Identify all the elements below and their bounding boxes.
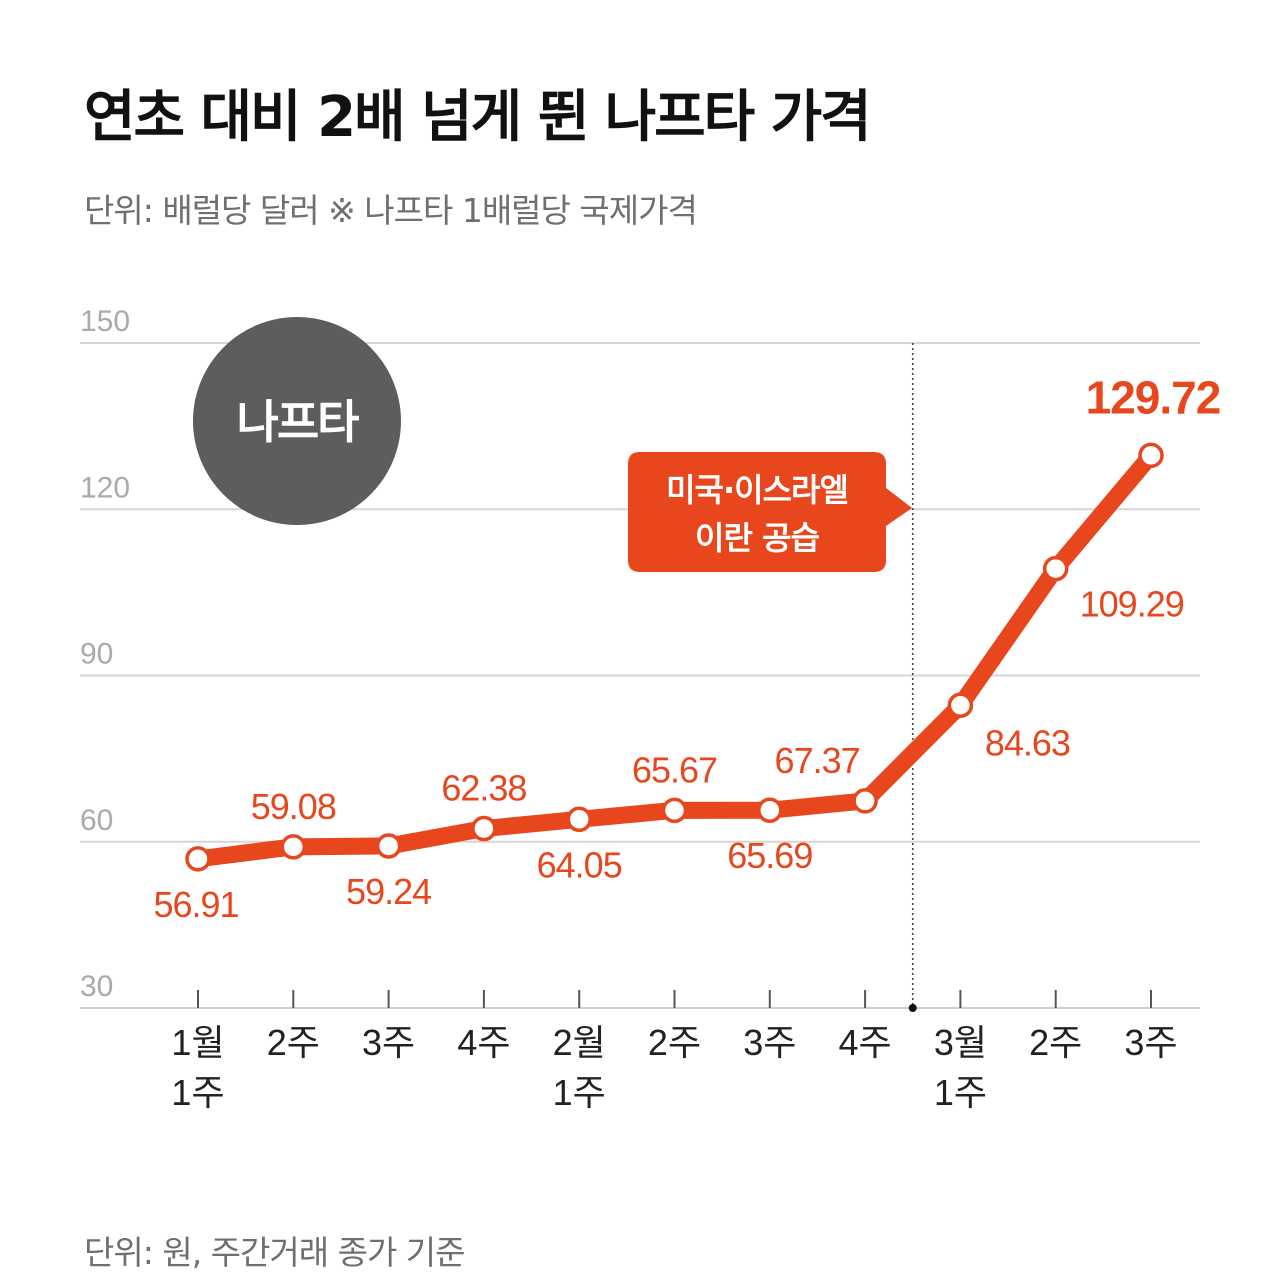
callout-layer: 미국·이스라엘 이란 공습 bbox=[628, 452, 912, 572]
data-point bbox=[1042, 555, 1069, 582]
data-label: 65.69 bbox=[727, 835, 812, 876]
data-point bbox=[566, 806, 592, 833]
y-tick-label-150: 150 bbox=[80, 305, 130, 338]
x-tick-label: 4주 bbox=[839, 1022, 892, 1063]
data-label: 59.08 bbox=[251, 786, 336, 827]
data-label: 59.24 bbox=[346, 871, 431, 912]
label-layer: 56.91 59.08 59.24 62.38 64.05 65.67 65.69 67.37… bbox=[153, 371, 1221, 925]
data-label-latest: 129.72 bbox=[1086, 371, 1221, 423]
x-tick-label: 1월 bbox=[171, 1022, 224, 1063]
chart-title: 연초 대비 2배 넘게 뛴 나프타 가격 bbox=[84, 85, 872, 150]
data-label: 67.37 bbox=[775, 740, 860, 781]
data-label: 56.91 bbox=[153, 884, 238, 925]
x-tick-label: 1주 bbox=[553, 1072, 606, 1113]
data-label: 109.29 bbox=[1080, 584, 1184, 625]
x-tick-label: 3월 bbox=[934, 1022, 987, 1063]
data-point bbox=[185, 846, 211, 872]
data-point bbox=[1138, 442, 1164, 469]
data-point bbox=[471, 815, 497, 842]
data-point bbox=[947, 692, 974, 719]
chart-subtitle: 단위: 배럴당 달러 ※ 나프타 1배럴당 국제가격 bbox=[84, 191, 698, 230]
x-tick-label: 3주 bbox=[1124, 1022, 1177, 1063]
x-tick-label: 2주 bbox=[648, 1022, 701, 1063]
data-point bbox=[661, 797, 688, 824]
naphtha-badge-label: 나프타 bbox=[237, 395, 360, 449]
x-tick-label: 4주 bbox=[457, 1022, 510, 1063]
y-tick-label-90: 90 bbox=[80, 638, 113, 671]
event-callout-box bbox=[628, 452, 912, 572]
x-tick-label: 2주 bbox=[267, 1022, 320, 1063]
data-point bbox=[280, 834, 307, 860]
event-divider-dot bbox=[908, 1004, 917, 1012]
line-layer bbox=[185, 442, 1164, 872]
data-point bbox=[375, 833, 402, 859]
badge-layer: 나프타 bbox=[193, 317, 401, 525]
x-tick-label: 1주 bbox=[171, 1072, 224, 1113]
x-tick-label: 2주 bbox=[1029, 1022, 1082, 1063]
x-tick-label: 1주 bbox=[934, 1072, 987, 1113]
x-tick-label: 3주 bbox=[743, 1022, 796, 1063]
data-label: 62.38 bbox=[441, 768, 526, 809]
x-tick-label: 3주 bbox=[362, 1022, 415, 1063]
data-point bbox=[757, 797, 783, 823]
data-label: 65.67 bbox=[632, 749, 717, 790]
data-label: 84.63 bbox=[985, 722, 1070, 763]
chart-footnote: 단위: 원, 주간거래 종가 기준 bbox=[84, 1233, 466, 1272]
x-tick-label: 2월 bbox=[553, 1022, 606, 1063]
data-label: 64.05 bbox=[537, 844, 622, 885]
y-tick-label-30: 30 bbox=[80, 970, 113, 1003]
y-tick-label-120: 120 bbox=[80, 471, 130, 504]
naphtha-badge-circle bbox=[193, 317, 401, 525]
data-point bbox=[852, 788, 878, 814]
event-callout-line-1: 미국·이스라엘 bbox=[666, 471, 848, 509]
event-callout-line-2: 이란 공습 bbox=[695, 519, 819, 557]
y-tick-label-60: 60 bbox=[80, 804, 113, 837]
